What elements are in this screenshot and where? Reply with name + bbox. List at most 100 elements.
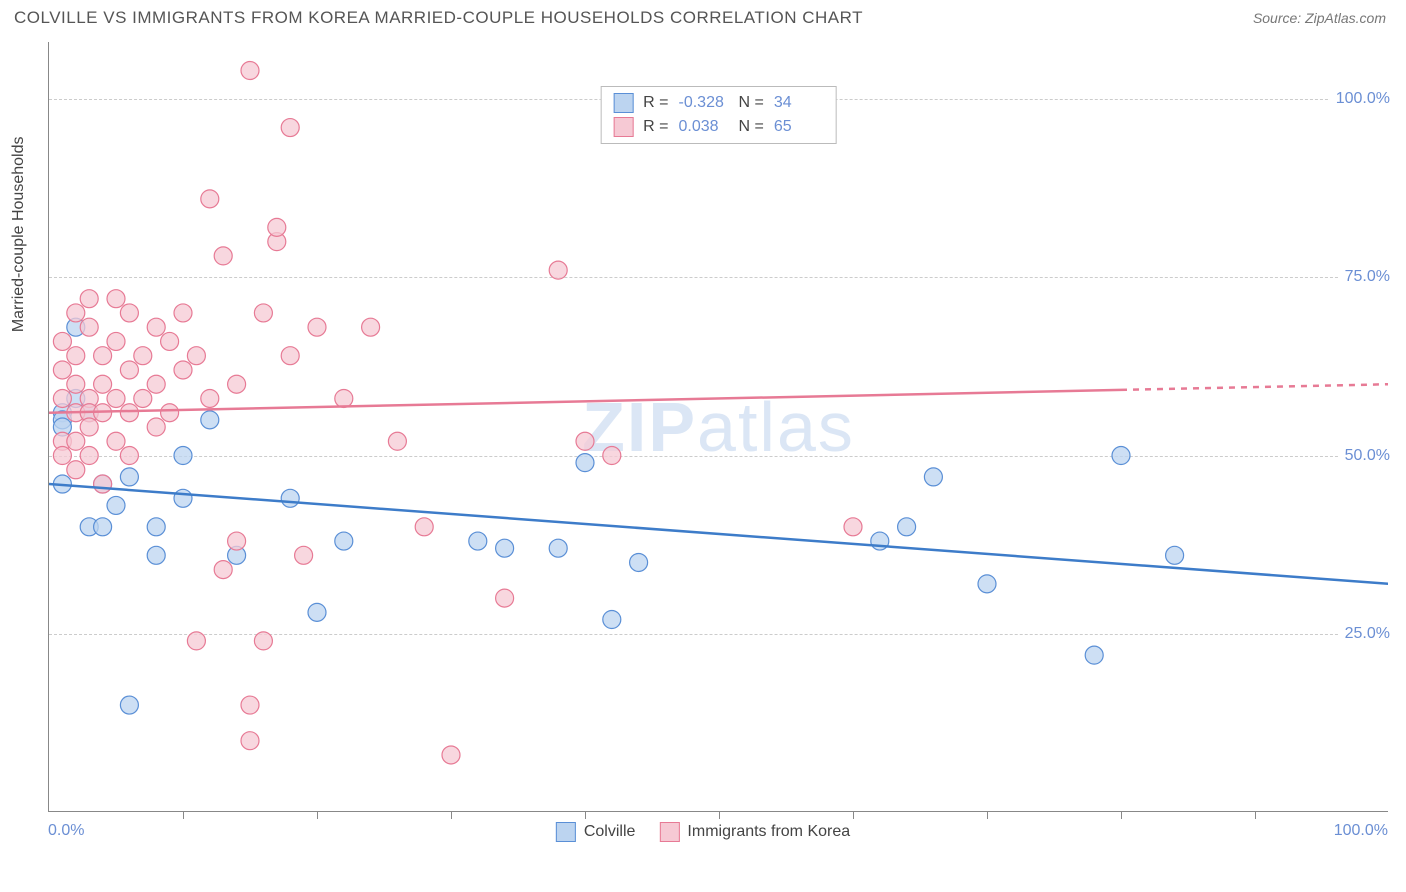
stat-n-value: 65 xyxy=(774,118,824,136)
scatter-svg xyxy=(49,42,1388,811)
chart-source: Source: ZipAtlas.com xyxy=(1253,10,1386,26)
plot-area: ZIPatlas 25.0%50.0%75.0%100.0% R =-0.328… xyxy=(48,42,1388,812)
x-tick xyxy=(585,811,586,819)
stats-row: R =-0.328N =34 xyxy=(613,91,824,115)
data-point xyxy=(1085,646,1103,664)
data-point xyxy=(978,575,996,593)
data-point xyxy=(187,632,205,650)
stat-n-label: N = xyxy=(739,118,764,136)
data-point xyxy=(67,304,85,322)
data-point xyxy=(147,318,165,336)
data-point xyxy=(241,732,259,750)
data-point xyxy=(67,432,85,450)
data-point xyxy=(281,489,299,507)
stats-legend-box: R =-0.328N =34R =0.038N =65 xyxy=(600,86,837,144)
stat-r-value: -0.328 xyxy=(679,94,729,112)
data-point xyxy=(187,347,205,365)
data-point xyxy=(335,532,353,550)
data-point xyxy=(228,375,246,393)
data-point xyxy=(603,447,621,465)
data-point xyxy=(335,389,353,407)
data-point xyxy=(147,546,165,564)
data-point xyxy=(67,347,85,365)
data-point xyxy=(281,347,299,365)
data-point xyxy=(134,389,152,407)
swatch xyxy=(659,822,679,842)
data-point xyxy=(549,261,567,279)
legend-item: Immigrants from Korea xyxy=(659,822,850,842)
x-tick xyxy=(1121,811,1122,819)
data-point xyxy=(295,546,313,564)
legend-label: Colville xyxy=(584,823,636,841)
data-point xyxy=(107,432,125,450)
data-point xyxy=(241,696,259,714)
data-point xyxy=(80,418,98,436)
swatch xyxy=(613,93,633,113)
data-point xyxy=(161,404,179,422)
stats-row: R =0.038N =65 xyxy=(613,115,824,139)
data-point xyxy=(120,304,138,322)
data-point xyxy=(174,361,192,379)
data-point xyxy=(362,318,380,336)
trend-line xyxy=(49,484,1388,584)
x-tick xyxy=(1255,811,1256,819)
stat-n-value: 34 xyxy=(774,94,824,112)
data-point xyxy=(201,411,219,429)
x-axis-max-label: 100.0% xyxy=(1334,822,1388,840)
data-point xyxy=(134,347,152,365)
y-axis-title: Married-couple Households xyxy=(10,137,28,333)
data-point xyxy=(120,468,138,486)
data-point xyxy=(496,539,514,557)
data-point xyxy=(120,696,138,714)
data-point xyxy=(214,247,232,265)
data-point xyxy=(107,496,125,514)
data-point xyxy=(442,746,460,764)
x-tick xyxy=(183,811,184,819)
data-point xyxy=(844,518,862,536)
data-point xyxy=(94,518,112,536)
data-point xyxy=(308,603,326,621)
data-point xyxy=(281,119,299,137)
data-point xyxy=(107,332,125,350)
data-point xyxy=(924,468,942,486)
data-point xyxy=(67,375,85,393)
data-point xyxy=(469,532,487,550)
data-point xyxy=(147,518,165,536)
data-point xyxy=(53,361,71,379)
data-point xyxy=(53,447,71,465)
x-tick xyxy=(719,811,720,819)
data-point xyxy=(107,290,125,308)
x-axis-min-label: 0.0% xyxy=(48,822,84,840)
data-point xyxy=(80,290,98,308)
data-point xyxy=(496,589,514,607)
data-point xyxy=(120,361,138,379)
data-point xyxy=(228,532,246,550)
data-point xyxy=(94,375,112,393)
data-point xyxy=(53,389,71,407)
stat-n-label: N = xyxy=(739,94,764,112)
data-point xyxy=(161,332,179,350)
x-tick xyxy=(317,811,318,819)
swatch xyxy=(556,822,576,842)
data-point xyxy=(214,561,232,579)
legend-label: Immigrants from Korea xyxy=(687,823,850,841)
data-point xyxy=(1112,447,1130,465)
swatch xyxy=(613,117,633,137)
data-point xyxy=(120,404,138,422)
chart-header: COLVILLE VS IMMIGRANTS FROM KOREA MARRIE… xyxy=(0,0,1406,32)
chart-title: COLVILLE VS IMMIGRANTS FROM KOREA MARRIE… xyxy=(14,8,863,28)
data-point xyxy=(80,318,98,336)
x-tick xyxy=(853,811,854,819)
data-point xyxy=(174,447,192,465)
data-point xyxy=(201,190,219,208)
data-point xyxy=(415,518,433,536)
data-point xyxy=(94,347,112,365)
data-point xyxy=(898,518,916,536)
data-point xyxy=(53,332,71,350)
data-point xyxy=(254,304,272,322)
data-point xyxy=(120,447,138,465)
data-point xyxy=(254,632,272,650)
data-point xyxy=(241,62,259,80)
data-point xyxy=(576,432,594,450)
data-point xyxy=(549,539,567,557)
